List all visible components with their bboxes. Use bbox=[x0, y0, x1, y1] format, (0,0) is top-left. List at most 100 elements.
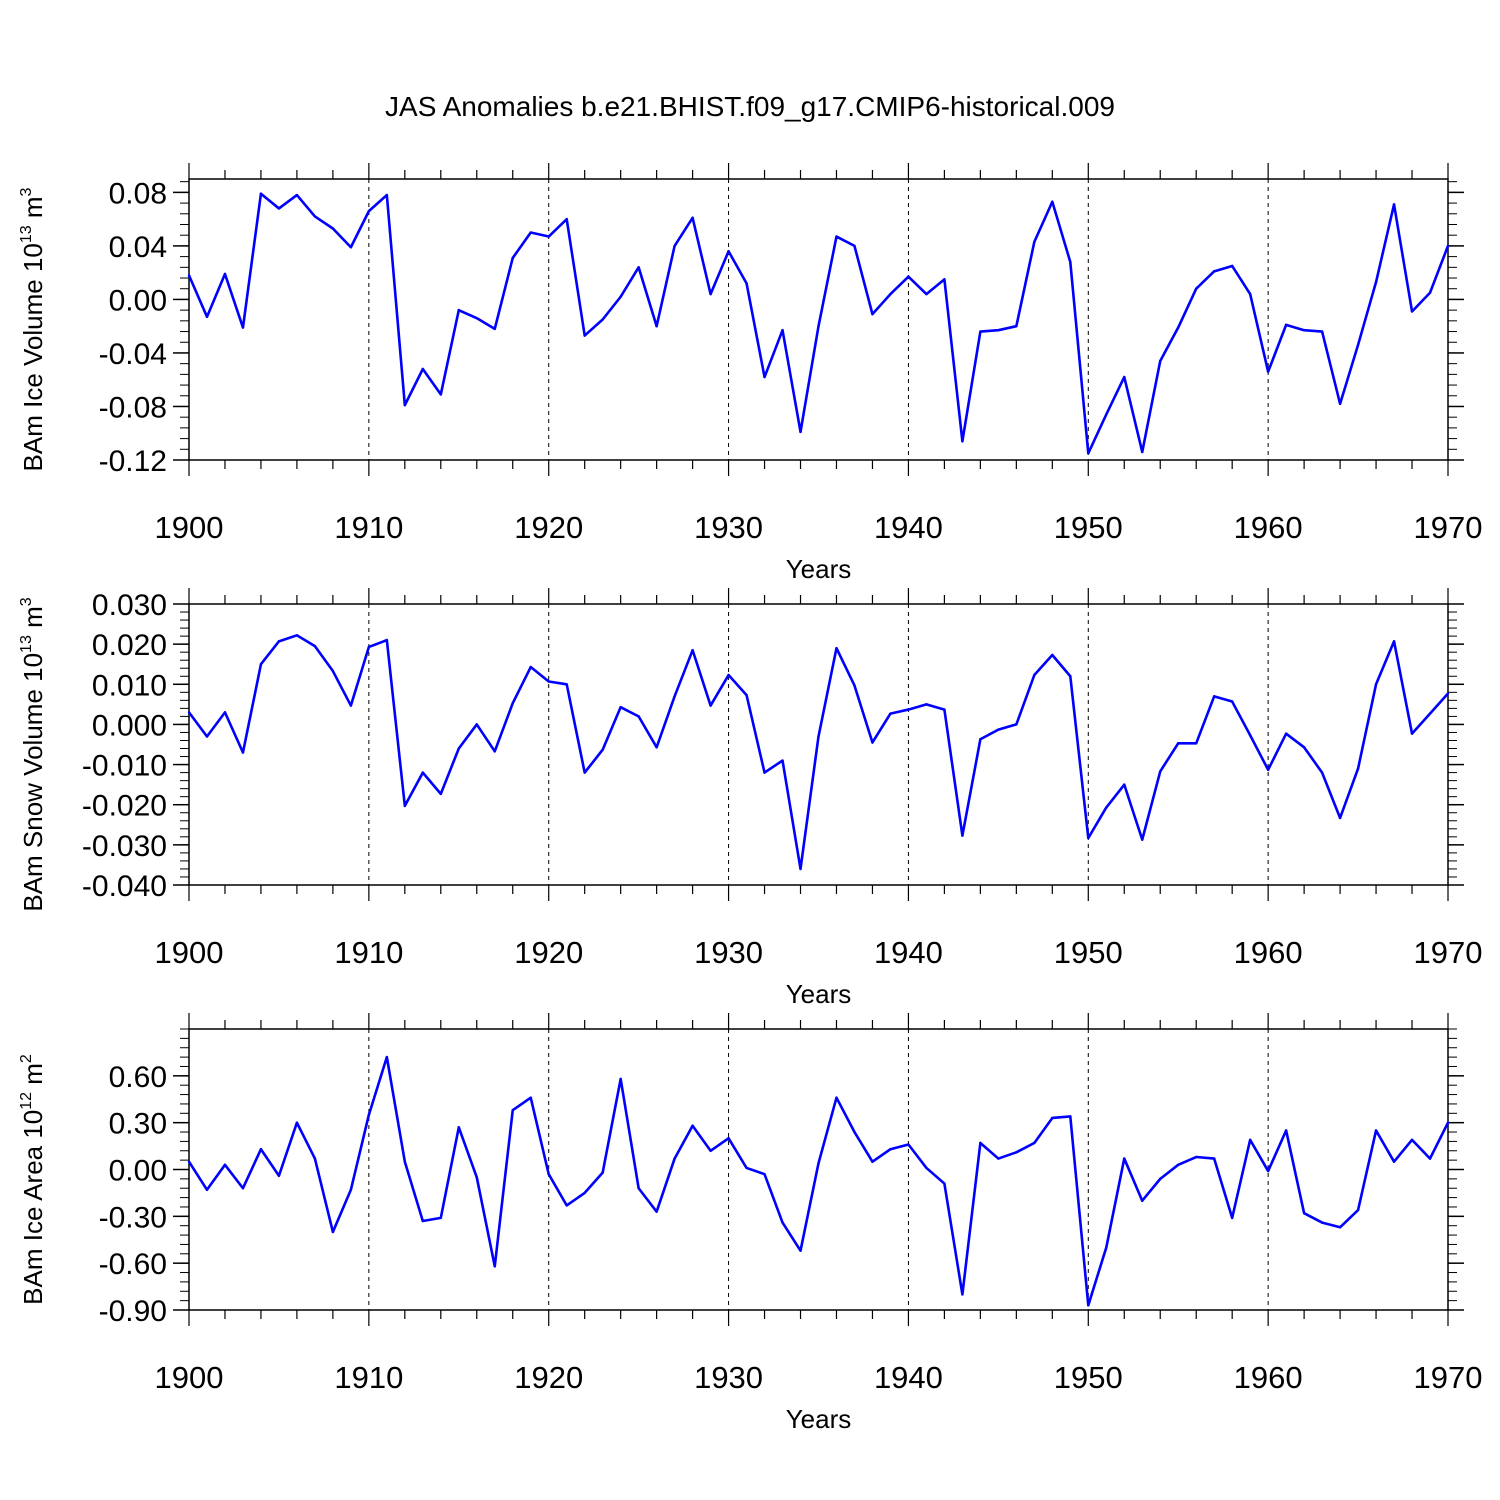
data-point bbox=[853, 244, 856, 248]
data-point bbox=[1051, 1116, 1054, 1120]
data-point bbox=[961, 440, 964, 443]
snow-volume-panel: -0.040 -0.030 -0.020 -0.010 0.000 0.010 0.020 0… bbox=[18, 588, 1482, 1009]
data-point bbox=[1428, 1157, 1432, 1160]
data-point bbox=[925, 1166, 928, 1170]
x-tick-label: 1970 bbox=[1414, 935, 1483, 970]
data-point bbox=[457, 747, 460, 750]
plot-frame bbox=[188, 603, 1449, 886]
x-tick-label: 1940 bbox=[874, 510, 943, 545]
y-tick-label: 0.04 bbox=[109, 231, 167, 264]
data-point bbox=[529, 665, 532, 669]
data-point bbox=[1356, 343, 1360, 347]
data-point bbox=[439, 393, 442, 396]
y-tick-label: 0.60 bbox=[109, 1061, 167, 1094]
data-point bbox=[1069, 1115, 1072, 1118]
x-tick-label: 1940 bbox=[874, 935, 943, 970]
data-point bbox=[1069, 675, 1072, 678]
x-tick-label: 1960 bbox=[1234, 935, 1303, 970]
data-point bbox=[529, 231, 532, 234]
x-axis-label: Years bbox=[786, 979, 852, 1009]
data-point bbox=[1123, 783, 1126, 786]
y-tick-label: -0.08 bbox=[99, 391, 167, 424]
x-tick-label: 1910 bbox=[334, 935, 403, 970]
x-tick-label: 1960 bbox=[1234, 1360, 1303, 1395]
data-point bbox=[745, 1166, 748, 1170]
x-tick-label: 1950 bbox=[1054, 1360, 1123, 1395]
data-point bbox=[835, 1096, 838, 1099]
data-point bbox=[691, 216, 694, 220]
data-point bbox=[1428, 291, 1432, 294]
data-point bbox=[709, 292, 712, 296]
data-point bbox=[853, 1130, 856, 1134]
data-point bbox=[709, 1149, 712, 1152]
data-point bbox=[1212, 270, 1216, 273]
plot-frame bbox=[188, 178, 1449, 461]
x-tick-label: 1920 bbox=[514, 935, 583, 970]
x-axis-label: Years bbox=[786, 1404, 852, 1434]
y-axis-label-main: BAm Ice Volume 10 bbox=[18, 243, 48, 471]
data-point bbox=[187, 274, 191, 277]
data-point bbox=[349, 246, 353, 249]
data-point bbox=[475, 723, 478, 726]
data-point bbox=[259, 1148, 263, 1151]
data-point bbox=[223, 1163, 227, 1167]
y-tick-label: 0.000 bbox=[92, 709, 167, 742]
data-point bbox=[889, 1148, 892, 1151]
data-point bbox=[817, 324, 820, 328]
data-point bbox=[1374, 683, 1378, 686]
data-point bbox=[763, 771, 766, 774]
x-tick-label: 1970 bbox=[1414, 1360, 1483, 1395]
data-point bbox=[547, 680, 550, 683]
data-point bbox=[493, 750, 496, 753]
y-axis-label-unit: m bbox=[18, 1063, 48, 1092]
data-point bbox=[475, 1176, 478, 1179]
data-point bbox=[997, 1157, 1000, 1160]
data-point bbox=[583, 771, 586, 774]
data-point bbox=[313, 215, 317, 218]
data-point bbox=[511, 701, 514, 705]
data-point bbox=[853, 684, 856, 687]
data-point bbox=[1302, 329, 1306, 332]
data-point bbox=[187, 1160, 191, 1163]
data-point bbox=[493, 1265, 496, 1268]
data-point bbox=[871, 312, 874, 316]
y-tick-label: -0.60 bbox=[99, 1248, 167, 1281]
data-point bbox=[475, 316, 478, 320]
data-point bbox=[1087, 1304, 1090, 1307]
x-tick-label: 1900 bbox=[155, 510, 224, 545]
data-point bbox=[1392, 640, 1396, 643]
data-point bbox=[637, 715, 640, 718]
data-point bbox=[565, 217, 568, 221]
data-point bbox=[727, 673, 730, 677]
data-point bbox=[1446, 692, 1450, 695]
data-point bbox=[583, 1191, 586, 1195]
x-tick-label: 1920 bbox=[514, 1360, 583, 1395]
data-point bbox=[1123, 1157, 1126, 1160]
x-tick-label: 1950 bbox=[1054, 510, 1123, 545]
data-point bbox=[223, 711, 227, 714]
data-point bbox=[727, 250, 730, 253]
data-point bbox=[403, 403, 407, 407]
data-point bbox=[1320, 771, 1324, 774]
data-point bbox=[997, 329, 1000, 332]
data-point bbox=[763, 1172, 766, 1176]
x-tick-label: 1900 bbox=[155, 935, 224, 970]
data-point bbox=[943, 1182, 946, 1185]
data-point bbox=[529, 1096, 532, 1099]
data-point bbox=[979, 330, 982, 333]
data-point bbox=[835, 235, 838, 238]
data-point bbox=[1087, 452, 1090, 455]
data-point bbox=[547, 235, 550, 238]
y-axis-label-exponent: 12 bbox=[18, 1092, 35, 1110]
y-axis-label-main: BAm Snow Volume 10 bbox=[18, 653, 48, 912]
data-point bbox=[1105, 806, 1108, 809]
data-point bbox=[1284, 1129, 1288, 1132]
data-point bbox=[907, 708, 910, 711]
data-point bbox=[367, 209, 371, 213]
data-point bbox=[277, 640, 281, 643]
data-point bbox=[403, 804, 407, 808]
x-tick-label: 1950 bbox=[1054, 935, 1123, 970]
data-point bbox=[403, 1160, 407, 1163]
data-point bbox=[673, 695, 676, 698]
data-point bbox=[313, 644, 317, 648]
